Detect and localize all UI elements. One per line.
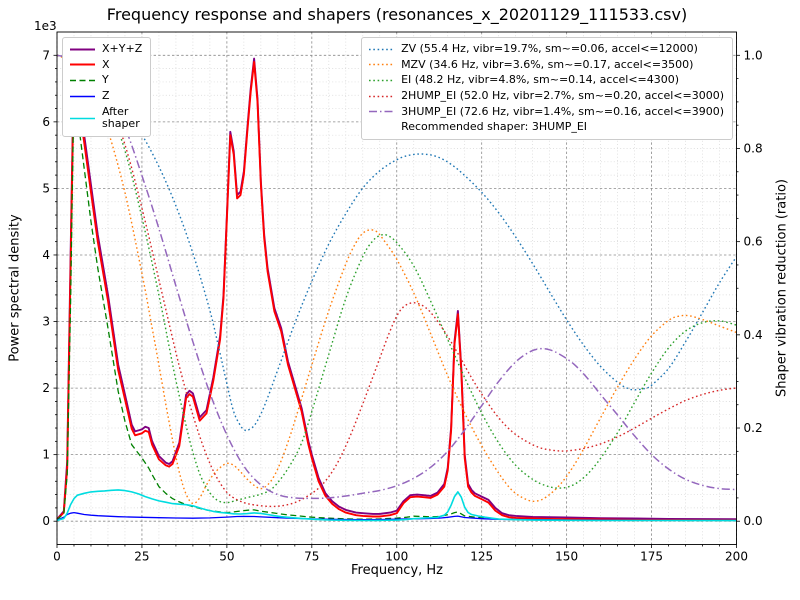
shaper-curve-3hump-ei [56,54,737,500]
legend-item-x: X [69,57,142,72]
tick-labels: 0 25 50 75 100 125 150 175 200 0 1 2 3 4 5 6 7 0.0 0.2 0.4 0… [42,48,762,563]
legend-item-zv: ZV (55.4 Hz, vibr=19.7%, sm~=0.06, accel… [368,42,724,56]
y-right-tick-label: 0.8 [744,141,763,155]
y-left-tick-label: 1 [42,448,50,462]
y-axis-right-label: Shaper vibration reduction (ratio) [774,179,790,397]
legend-item-2hump-ei: 2HUMP_EI (52.0 Hz, vibr=2.7%, sm~=0.20, … [368,88,724,103]
x-tick-label: 100 [385,550,408,564]
legend-label-ei: EI (48.2 Hz, vibr=4.8%, sm~=0.14, accel<… [401,73,680,87]
shaper-curve-mzv [56,54,737,505]
legend-line-2hump-ei [369,95,395,97]
y-left-tick-label: 6 [42,115,50,129]
legend-recommended-text: Recommended shaper: 3HUMP_EI [401,120,588,134]
psd-curve-y [56,81,737,522]
legend-label-y: Y [102,73,109,87]
legend-line-mzv [369,64,395,66]
x-tick-label: 0 [53,550,61,564]
shaper-curves [56,54,738,508]
legend-line-ei [369,79,395,82]
x-tick-label: 50 [219,550,234,564]
legend-label-2hump-ei: 2HUMP_EI (52.0 Hz, vibr=2.7%, sm~=0.20, … [401,88,724,102]
legend-label-zv: ZV (55.4 Hz, vibr=19.7%, sm~=0.06, accel… [401,42,698,55]
legend-line-x [70,64,95,66]
x-tick-label: 125 [470,550,493,564]
legend-item-3hump-ei: 3HUMP_EI (72.6 Hz, vibr=1.4%, sm~=0.16, … [368,104,724,119]
legend-label-xyz: X+Y+Z [102,42,143,55]
legend-label-after-shaper: After shaper [102,104,140,131]
legend-spacer [368,127,395,128]
y-axis-offset-label: 1e3 [34,19,57,33]
legend-shapers: ZV (55.4 Hz, vibr=19.7%, sm~=0.06, accel… [361,37,733,140]
y-left-tick-label: 5 [42,181,50,195]
legend-label-z: Z [102,88,110,102]
y-left-tick-label: 4 [42,248,50,262]
legend-line-3hump-ei [369,111,395,113]
legend-item-xyz: X+Y+Z [69,42,143,56]
legend-label-mzv: MZV (34.6 Hz, vibr=3.6%, sm~=0.17, accel… [401,57,694,71]
y-axis-left-label: Power spectral density [7,214,23,362]
y-right-tick-label: 1.0 [744,48,763,62]
y-right-tick-label: 0.0 [744,514,763,528]
x-tick-label: 75 [304,550,319,564]
y-left-tick-label: 0 [42,514,50,528]
y-right-tick-label: 0.2 [744,421,763,435]
chart-title: Frequency response and shapers (resonanc… [106,5,688,24]
legend-line-xyz [70,48,95,51]
y-left-tick-label: 2 [42,381,50,395]
legend-line-after-shaper [70,117,95,120]
shaper-curve-ei [56,54,737,504]
shaper-curve-2hump-ei [56,54,737,508]
shaper-curve-zv [56,54,738,432]
x-axis-label: Frequency, Hz [350,563,444,578]
legend-line-zv [369,48,395,51]
x-tick-label: 175 [640,550,663,564]
legend-item-recommended: Recommended shaper: 3HUMP_EI [368,121,724,134]
legend-item-ei: EI (48.2 Hz, vibr=4.8%, sm~=0.14, accel<… [368,74,724,87]
x-tick-label: 200 [725,550,748,564]
psd-curve-x [56,61,737,522]
legend-item-y: Y [69,74,142,87]
axis-ticks [53,54,740,548]
psd-curve-z [56,511,737,522]
psd-curve-after-shaper [56,489,737,522]
y-left-tick-label: 7 [42,48,50,62]
y-left-tick-label: 3 [42,315,50,329]
legend-item-z: Z [69,88,142,103]
x-tick-label: 150 [555,550,578,564]
legend-psd: X+Y+Z X Y Z After shaper [62,37,152,137]
y-right-tick-label: 0.6 [744,235,763,249]
legend-line-z [70,95,95,97]
x-tick-label: 25 [134,550,149,564]
y-right-tick-label: 0.4 [744,328,763,342]
psd-curves [56,54,737,522]
legend-line-y [70,79,95,82]
legend-label-x: X [102,57,110,71]
legend-item-after-shaper: After shaper [69,104,142,131]
legend-label-3hump-ei: 3HUMP_EI (72.6 Hz, vibr=1.4%, sm~=0.16, … [401,104,724,118]
legend-item-mzv: MZV (34.6 Hz, vibr=3.6%, sm~=0.17, accel… [368,57,724,72]
